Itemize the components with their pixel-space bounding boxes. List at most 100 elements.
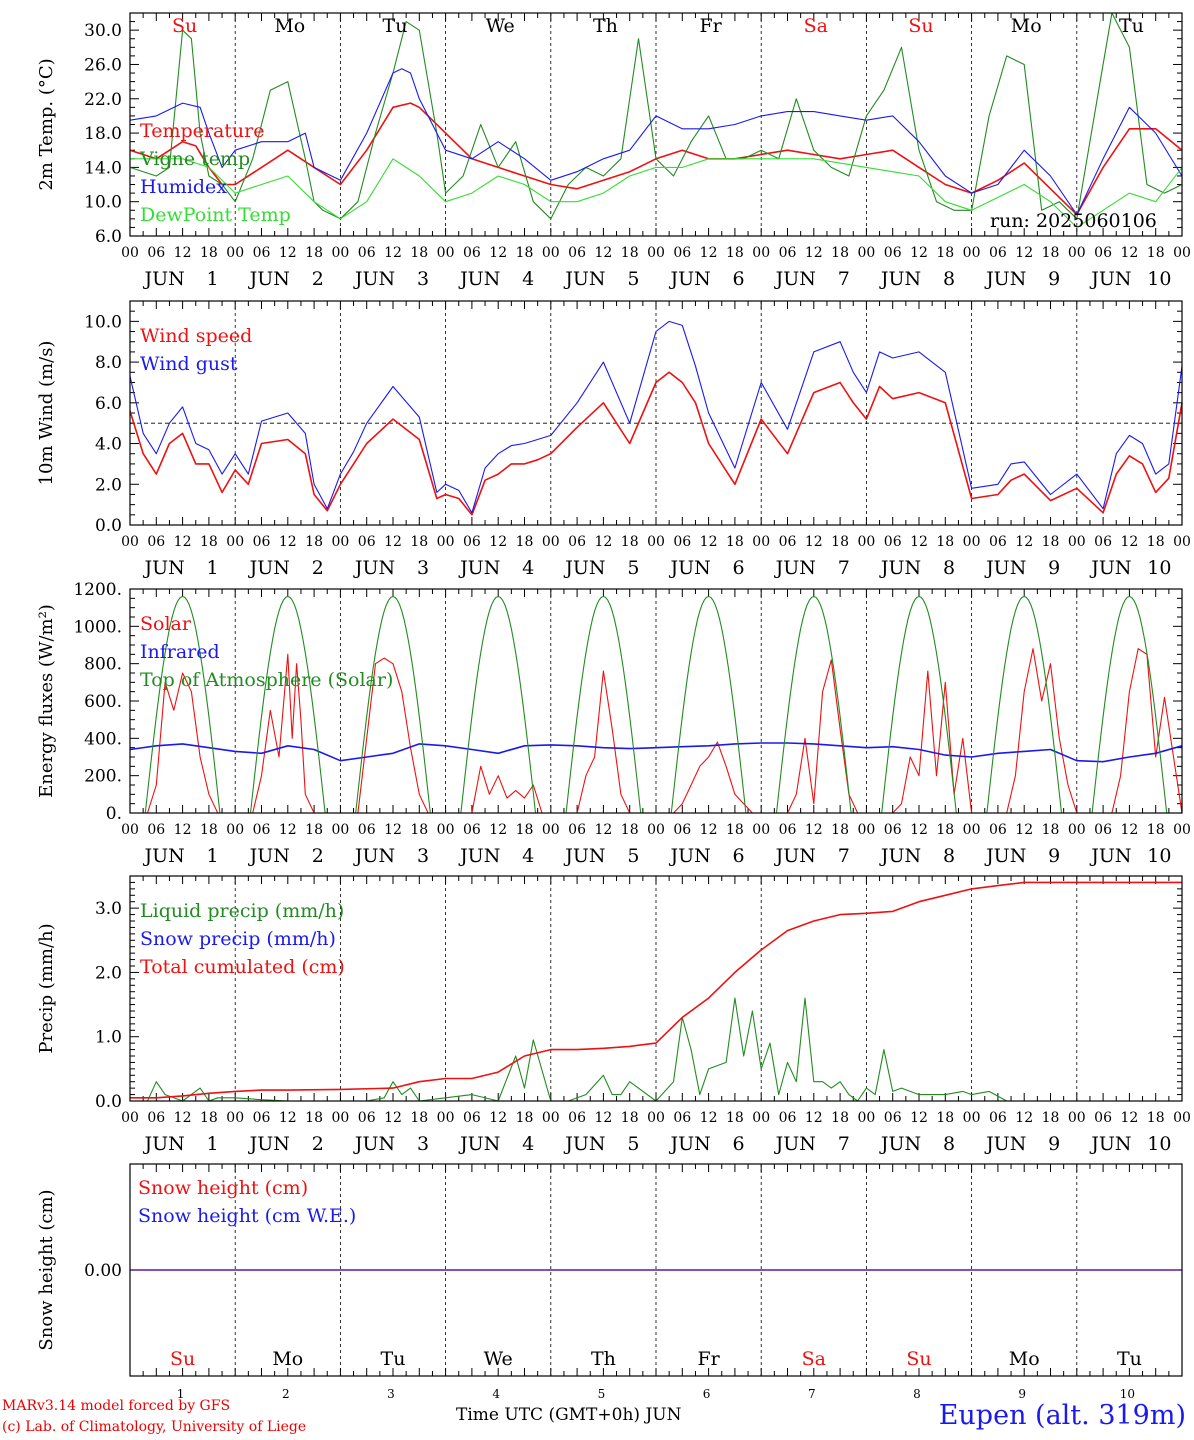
month-label: JUN [1089, 845, 1131, 867]
legend-entry: Vigne temp [139, 148, 250, 170]
hour-label: 00 [857, 1110, 875, 1126]
month-label: JUN [668, 557, 710, 579]
weekday-label: Mo [1011, 15, 1042, 37]
hour-label: 06 [884, 534, 902, 550]
hour-label: 18 [831, 1110, 849, 1126]
legend-entry: Humidex [140, 176, 227, 198]
day-label: 8 [943, 268, 955, 290]
hour-label: 06 [253, 1110, 271, 1126]
day-label: 9 [1048, 268, 1060, 290]
hour-label: 12 [489, 1110, 507, 1126]
hour-label: 18 [1147, 245, 1165, 261]
hour-label: 00 [331, 534, 349, 550]
hour-label: 00 [857, 534, 875, 550]
y-tick-label: 1.0 [95, 1028, 122, 1048]
hour-label: 12 [910, 534, 928, 550]
hour-label: 18 [936, 1110, 954, 1126]
month-label: JUN [353, 557, 395, 579]
hour-label: 00 [437, 245, 455, 261]
bottom-day-label: 10 [1120, 1387, 1135, 1401]
day-label: 4 [522, 845, 534, 867]
hour-label: 12 [384, 245, 402, 261]
month-label: JUN [668, 1133, 710, 1155]
hour-label: 12 [174, 534, 192, 550]
hour-label: 12 [489, 534, 507, 550]
hour-label: 00 [1173, 1110, 1191, 1126]
month-label: JUN [774, 268, 816, 290]
hour-label: 12 [910, 822, 928, 838]
plot-frame [129, 588, 1183, 814]
hour-label: 06 [779, 1110, 797, 1126]
y-tick-label: 2.0 [95, 475, 122, 495]
month-label: JUN [563, 845, 605, 867]
hour-label: 00 [121, 822, 139, 838]
series-temperature [129, 102, 1183, 216]
month-label: JUN [668, 268, 710, 290]
y-tick-label: 1200. [73, 580, 122, 600]
hour-label: 18 [936, 245, 954, 261]
weekday-label: Su [908, 15, 933, 37]
day-label: 9 [1048, 1133, 1060, 1155]
hour-label: 06 [1094, 534, 1112, 550]
month-label: JUN [879, 1133, 921, 1155]
hour-label: 06 [673, 822, 691, 838]
hour-label: 06 [673, 1110, 691, 1126]
hour-label: 06 [358, 822, 376, 838]
hour-label: 12 [1015, 534, 1033, 550]
hour-label: 18 [1147, 534, 1165, 550]
hour-label: 12 [174, 1110, 192, 1126]
legend-entry: Snow height (cm W.E.) [138, 1205, 356, 1227]
hour-label: 18 [1042, 245, 1060, 261]
y-tick-label: 10.0 [84, 312, 122, 332]
month-label: JUN [984, 1133, 1026, 1155]
hour-label: 18 [410, 822, 428, 838]
hour-label: 18 [305, 1110, 323, 1126]
day-label: 4 [522, 1133, 534, 1155]
hour-label: 12 [174, 822, 192, 838]
month-label: JUN [984, 557, 1026, 579]
series-humidex [129, 68, 1183, 216]
legend-entry: DewPoint Temp [140, 204, 291, 226]
weekday-label: Su [172, 15, 197, 37]
hour-label: 12 [489, 245, 507, 261]
hour-label: 06 [989, 822, 1007, 838]
hour-label: 18 [1042, 822, 1060, 838]
hour-label: 12 [1120, 822, 1138, 838]
bottom-day-label: 1 [177, 1387, 185, 1401]
weekday-label: Tu [1119, 15, 1144, 37]
legend-entry: Infrared [140, 641, 220, 663]
hour-label: 12 [910, 1110, 928, 1126]
hour-label: 18 [516, 1110, 534, 1126]
panel-3: 0. 200. 400. 600. 800. 1000. 1200. Energy fluxe… [36, 580, 1191, 867]
month-label: JUN [142, 1133, 184, 1155]
hour-label: 12 [384, 822, 402, 838]
day-label: 10 [1147, 1133, 1171, 1155]
hour-label: 18 [726, 822, 744, 838]
hour-label: 12 [700, 534, 718, 550]
hour-label: 18 [621, 245, 639, 261]
hour-label: 18 [305, 534, 323, 550]
weekday-label: Su [906, 1348, 931, 1370]
bottom-day-label: 8 [913, 1387, 921, 1401]
hour-label: 18 [1042, 1110, 1060, 1126]
day-label: 7 [838, 845, 850, 867]
hour-label: 00 [542, 1110, 560, 1126]
hour-label: 06 [779, 245, 797, 261]
hour-label: 12 [805, 534, 823, 550]
day-label: 5 [627, 845, 639, 867]
weekday-label: Th [593, 15, 618, 37]
y-tick-label: 800. [84, 655, 122, 675]
hour-label: 06 [568, 822, 586, 838]
panel-1: 6.0 10.0 14.0 18.0 22.0 26.0 30.0 2m Temp. (°C)… [36, 12, 1191, 290]
month-label: JUN [458, 845, 500, 867]
day-label: 8 [943, 845, 955, 867]
hour-label: 00 [331, 245, 349, 261]
hour-label: 12 [279, 245, 297, 261]
hour-label: 06 [779, 534, 797, 550]
hour-label: 12 [279, 1110, 297, 1126]
hour-label: 18 [621, 1110, 639, 1126]
bottom-day-label: 5 [598, 1387, 606, 1401]
hour-label: 12 [1120, 1110, 1138, 1126]
month-label: JUN [142, 268, 184, 290]
hour-label: 00 [226, 822, 244, 838]
